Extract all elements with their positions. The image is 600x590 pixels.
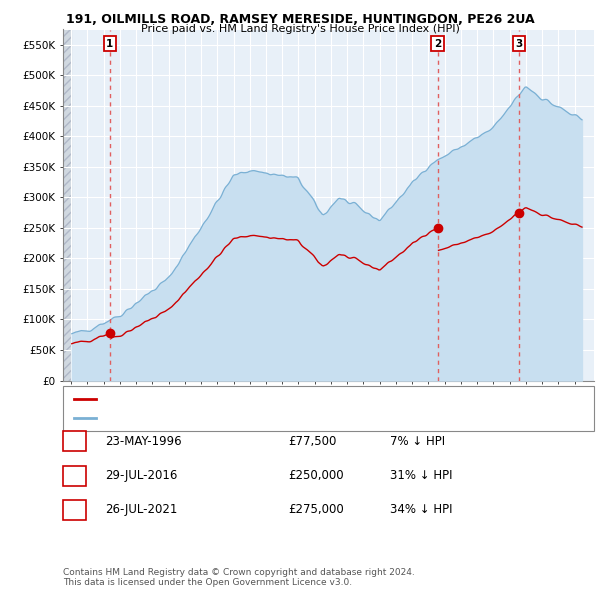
Bar (63, 30, 71, 381)
Text: 31% ↓ HPI: 31% ↓ HPI (390, 469, 452, 482)
Text: 7% ↓ HPI: 7% ↓ HPI (390, 435, 445, 448)
Text: £77,500: £77,500 (288, 435, 337, 448)
Text: 34% ↓ HPI: 34% ↓ HPI (390, 503, 452, 516)
Text: 29-JUL-2016: 29-JUL-2016 (105, 469, 178, 482)
Text: 1: 1 (106, 38, 113, 48)
Text: 26-JUL-2021: 26-JUL-2021 (105, 503, 178, 516)
Text: 3: 3 (70, 503, 79, 516)
Bar (63, 30, 71, 381)
Text: 191, OILMILLS ROAD, RAMSEY MERESIDE, HUNTINGDON, PE26 2UA: 191, OILMILLS ROAD, RAMSEY MERESIDE, HUN… (65, 13, 535, 26)
Text: 191, OILMILLS ROAD, RAMSEY MERESIDE, HUNTINGDON, PE26 2UA (detached house): 191, OILMILLS ROAD, RAMSEY MERESIDE, HUN… (100, 395, 518, 404)
Text: 1: 1 (70, 435, 79, 448)
Text: £275,000: £275,000 (288, 503, 344, 516)
Text: Price paid vs. HM Land Registry's House Price Index (HPI): Price paid vs. HM Land Registry's House … (140, 24, 460, 34)
Text: 3: 3 (515, 38, 523, 48)
Text: Contains HM Land Registry data © Crown copyright and database right 2024.
This d: Contains HM Land Registry data © Crown c… (63, 568, 415, 587)
Text: 2: 2 (70, 469, 79, 482)
Text: 23-MAY-1996: 23-MAY-1996 (105, 435, 182, 448)
Text: HPI: Average price, detached house, Huntingdonshire: HPI: Average price, detached house, Hunt… (100, 413, 362, 422)
Text: 2: 2 (434, 38, 441, 48)
Text: £250,000: £250,000 (288, 469, 344, 482)
